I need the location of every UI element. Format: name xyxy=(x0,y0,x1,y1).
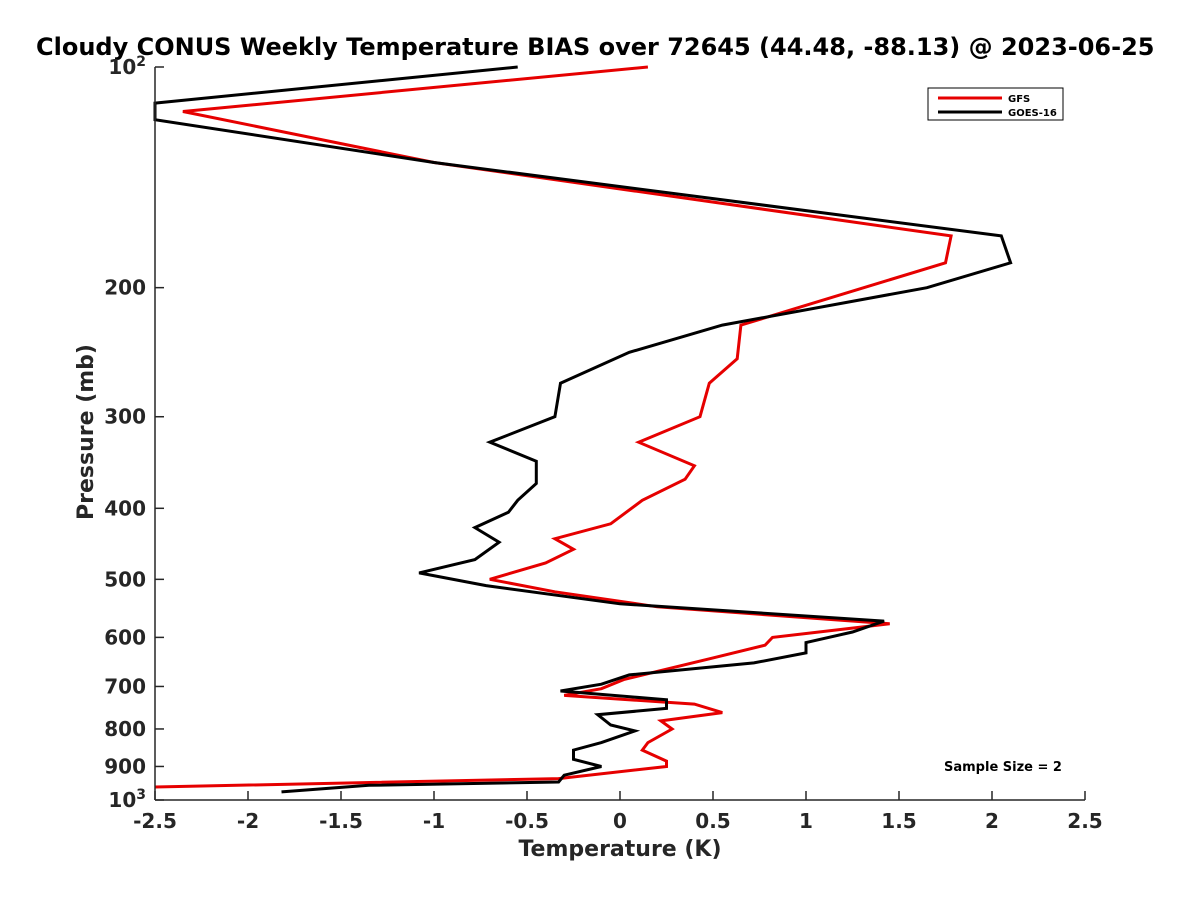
x-tick-label: -1.5 xyxy=(319,809,363,833)
y-tick-label: 800 xyxy=(104,717,146,741)
legend-box xyxy=(927,87,1064,121)
x-tick-label: 2.5 xyxy=(1067,809,1102,833)
y-tick-label: 700 xyxy=(104,674,146,698)
x-tick-labels: -2.5 -2 -1.5 -1 -0.5 0 0.5 1 1.5 2 2.5 xyxy=(133,809,1103,833)
legend-label-gfs: GFS xyxy=(1008,94,1030,105)
x-tick-label: 2 xyxy=(985,809,999,833)
legend: GFS GOES-16 xyxy=(927,87,1064,121)
y-tick-label: 900 xyxy=(104,754,146,778)
series-layer xyxy=(153,65,1013,794)
y-tick-label: 200 xyxy=(104,276,146,300)
y-tick-label: 103 xyxy=(108,787,146,812)
x-tick-label: -2.5 xyxy=(133,809,177,833)
x-tick-label: 1 xyxy=(799,809,813,833)
x-axis-label: Temperature (K) xyxy=(518,837,721,862)
series-line-goes-16 xyxy=(153,65,1013,794)
sample-size-annotation: Sample Size = 2 xyxy=(944,760,1062,775)
axes-layer xyxy=(154,66,1086,801)
x-tick-label: 1.5 xyxy=(881,809,916,833)
y-tick-labels: 102 200 300 400 500 600 700 800 900 103 xyxy=(104,54,146,812)
y-tick-label: 102 xyxy=(108,54,146,79)
y-tick-label: 400 xyxy=(104,496,146,520)
x-tick-label: 0.5 xyxy=(695,809,730,833)
legend-label-goes-16: GOES-16 xyxy=(1008,108,1057,119)
y-tick-label: 600 xyxy=(104,625,146,649)
x-tick-label: -0.5 xyxy=(505,809,549,833)
x-tick-label: -2 xyxy=(237,809,259,833)
x-tick-label: 0 xyxy=(613,809,627,833)
x-tick-label: -1 xyxy=(423,809,445,833)
chart-title: Cloudy CONUS Weekly Temperature BIAS ove… xyxy=(36,33,1154,61)
y-tick-label: 300 xyxy=(104,405,146,429)
series-line-gfs xyxy=(154,65,953,789)
y-axis-label: Pressure (mb) xyxy=(74,344,99,520)
y-tick-label: 500 xyxy=(104,567,146,591)
